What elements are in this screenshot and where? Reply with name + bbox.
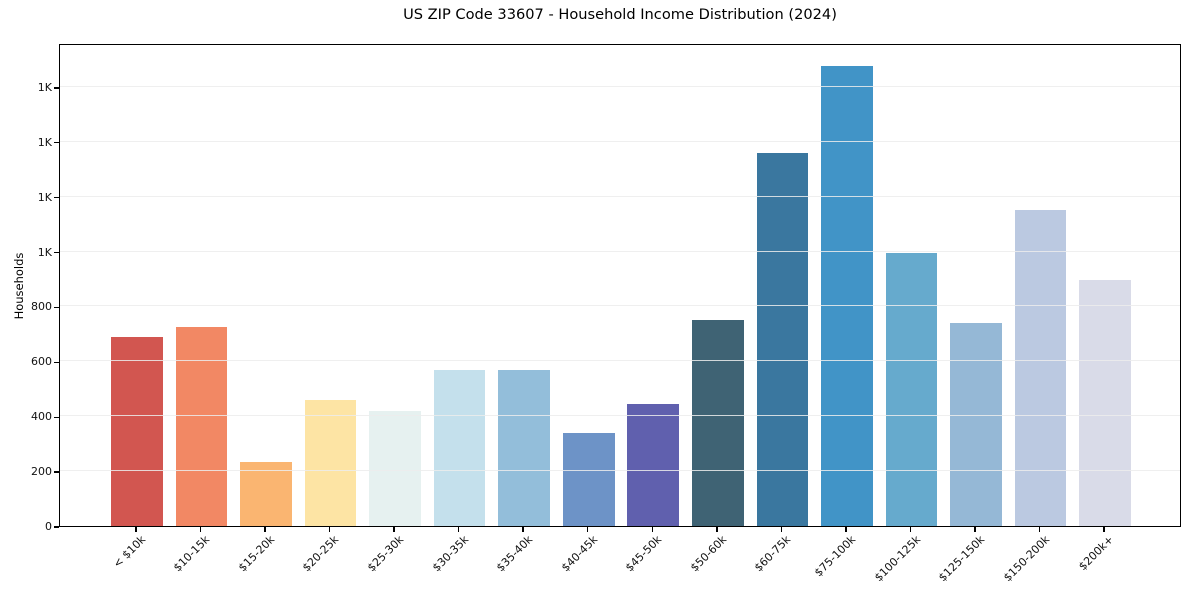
bar--10k bbox=[111, 336, 163, 526]
x-tick-mark bbox=[651, 527, 653, 532]
gridline bbox=[60, 140, 1180, 142]
bar--200k+ bbox=[1079, 280, 1131, 526]
y-tick-label: 600 bbox=[31, 355, 52, 369]
gridline bbox=[60, 195, 1180, 197]
x-tick-mark bbox=[845, 527, 847, 532]
y-tick-label: 200 bbox=[31, 465, 52, 479]
y-tick-mark bbox=[54, 471, 59, 473]
bar--125-150k bbox=[950, 322, 1002, 526]
bar--15-20k bbox=[240, 461, 292, 526]
x-tick-mark bbox=[1103, 527, 1105, 532]
plot-area bbox=[59, 44, 1181, 527]
bar--10-15k bbox=[175, 327, 228, 526]
x-tick-mark bbox=[1038, 527, 1041, 532]
y-tick-mark bbox=[54, 87, 59, 89]
y-tick-label: 800 bbox=[31, 300, 52, 314]
x-tick-mark bbox=[328, 527, 331, 532]
y-tick-label: 0 bbox=[45, 520, 52, 533]
x-tick-mark bbox=[135, 527, 137, 532]
bar--25-30k bbox=[369, 410, 421, 526]
gridline bbox=[60, 85, 1180, 87]
gridline bbox=[60, 250, 1180, 252]
y-tick-mark bbox=[54, 416, 59, 418]
y-tick-mark bbox=[54, 306, 59, 309]
x-tick-mark bbox=[780, 527, 783, 532]
bar--20-25k bbox=[304, 399, 357, 526]
bar--75-100k bbox=[821, 66, 873, 526]
bar--60-75k bbox=[756, 152, 809, 526]
gridline bbox=[60, 470, 1180, 472]
y-tick-mark bbox=[54, 251, 59, 254]
x-tick-mark bbox=[457, 527, 460, 532]
y-tick-label: 1K bbox=[37, 190, 52, 204]
x-tick-mark bbox=[909, 527, 912, 532]
gridline bbox=[60, 360, 1180, 362]
y-tick-label: 1K bbox=[37, 80, 52, 94]
x-tick-mark bbox=[522, 527, 524, 532]
bar--50-60k bbox=[692, 320, 744, 526]
y-tick-mark bbox=[54, 196, 59, 199]
gridline bbox=[60, 305, 1180, 307]
y-tick-mark bbox=[54, 142, 59, 144]
x-tick-mark bbox=[974, 527, 976, 532]
bar--150-200k bbox=[1014, 210, 1067, 526]
y-tick-label: 400 bbox=[31, 410, 52, 424]
x-tick-mark bbox=[716, 527, 718, 532]
y-tick-label: 1K bbox=[37, 135, 52, 149]
x-tick-label: < $10k bbox=[110, 533, 149, 571]
x-tick-mark bbox=[587, 527, 589, 532]
chart-title: US ZIP Code 33607 - Household Income Dis… bbox=[403, 6, 837, 23]
y-tick-mark bbox=[54, 361, 59, 364]
x-tick-mark bbox=[264, 527, 266, 532]
bar--45-50k bbox=[627, 403, 680, 526]
gridline bbox=[60, 415, 1180, 417]
bar--100-125k bbox=[885, 252, 938, 526]
y-tick-label: 1K bbox=[37, 245, 52, 259]
bar--40-45k bbox=[562, 432, 615, 526]
bar--35-40k bbox=[498, 369, 550, 526]
x-tick-mark bbox=[393, 527, 395, 532]
bar--30-35k bbox=[433, 369, 486, 526]
y-tick-mark bbox=[54, 526, 59, 528]
x-tick-mark bbox=[199, 527, 202, 532]
